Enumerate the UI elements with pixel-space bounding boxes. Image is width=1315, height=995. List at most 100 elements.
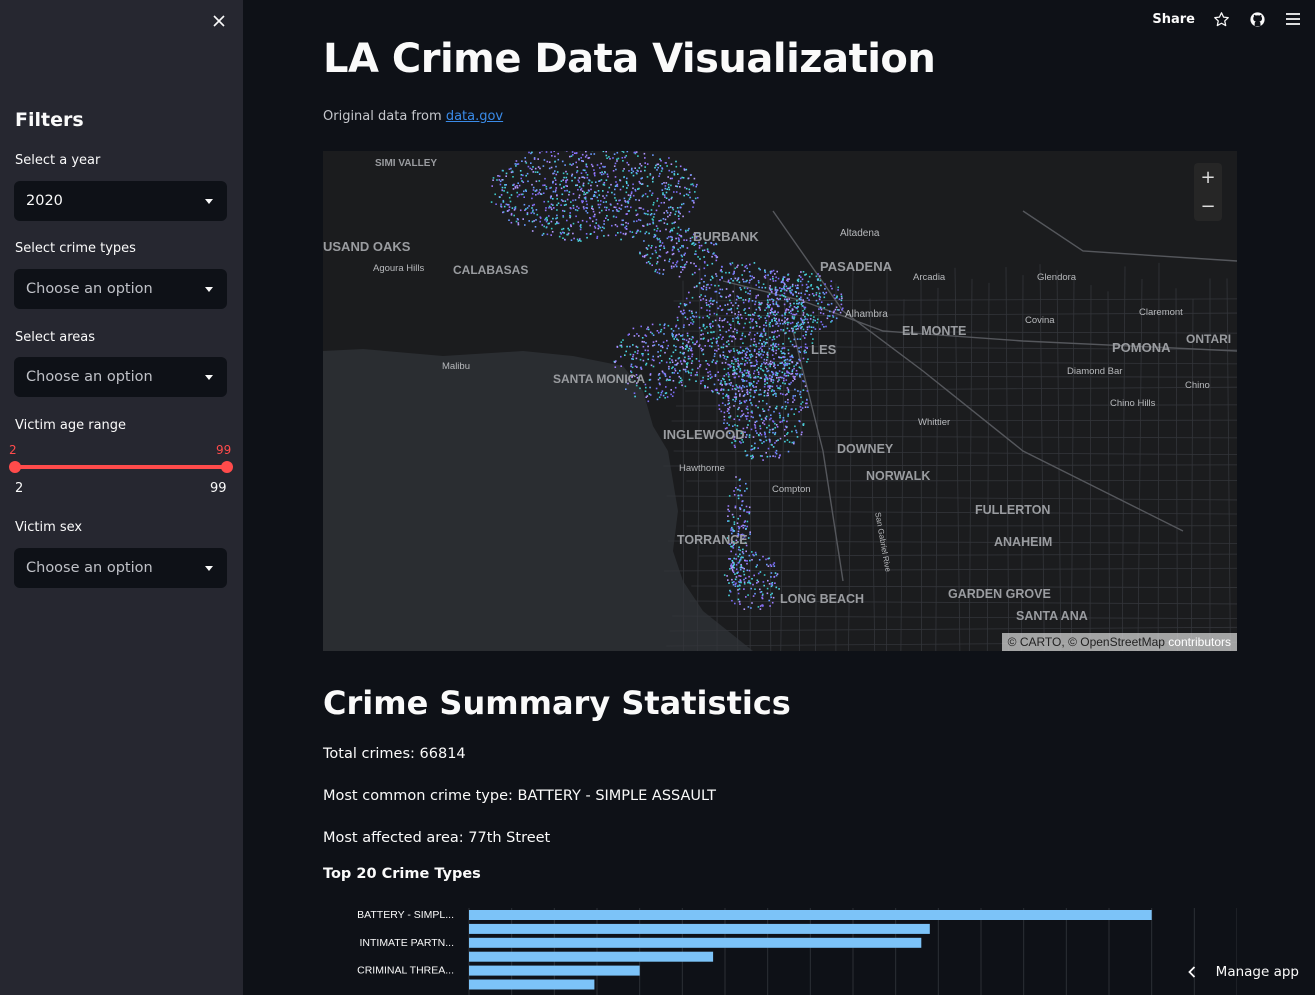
age-slider-track[interactable] bbox=[15, 465, 227, 469]
place-label: CALABASAS bbox=[453, 263, 528, 277]
place-label: ONTARI bbox=[1186, 332, 1231, 346]
top-crime-types-chart: BATTERY - SIMPL... INTIMATE PARTN... CRIMI… bbox=[357, 908, 1237, 995]
bar[interactable] bbox=[469, 965, 640, 976]
zoom-controls: + − bbox=[1194, 163, 1222, 221]
place-label: GARDEN GROVE bbox=[948, 587, 1051, 601]
age-slider-high-handle[interactable] bbox=[221, 461, 233, 473]
source-note: Original data from data.gov bbox=[323, 109, 503, 124]
place-label: San Gabriel Rive bbox=[873, 512, 892, 574]
bar[interactable] bbox=[469, 910, 1152, 920]
zoom-in-button[interactable]: + bbox=[1200, 167, 1216, 188]
close-sidebar-button[interactable] bbox=[209, 11, 229, 31]
chevron-down-icon bbox=[205, 198, 213, 204]
chevron-down-icon bbox=[205, 286, 213, 292]
place-label: BURBANK bbox=[693, 229, 759, 244]
place-label: Hawthorne bbox=[679, 463, 725, 474]
manage-app-label: Manage app bbox=[1215, 964, 1299, 980]
victim-sex-label: Victim sex bbox=[15, 520, 83, 535]
place-label: Chino Hills bbox=[1110, 398, 1156, 409]
filters-heading: Filters bbox=[15, 109, 84, 131]
victim-sex-select[interactable]: Choose an option bbox=[14, 548, 227, 588]
most-affected-area-stat: Most affected area: 77th Street bbox=[323, 830, 551, 846]
star-icon[interactable] bbox=[1211, 9, 1231, 29]
age-high-value: 99 bbox=[216, 443, 232, 457]
chevron-left-icon bbox=[1187, 966, 1195, 978]
victim-sex-placeholder: Choose an option bbox=[26, 560, 153, 576]
age-min-label: 2 bbox=[15, 481, 24, 496]
year-label: Select a year bbox=[15, 153, 101, 168]
place-label: Altadena bbox=[840, 228, 880, 239]
source-prefix: Original data from bbox=[323, 109, 446, 124]
attribution-carto[interactable]: © CARTO bbox=[1007, 635, 1062, 649]
attribution-osm[interactable]: © OpenStreetMap bbox=[1068, 635, 1165, 649]
place-label: Chino bbox=[1185, 380, 1210, 391]
crime-types-label: Select crime types bbox=[15, 241, 136, 256]
source-link[interactable]: data.gov bbox=[445, 109, 504, 124]
areas-label: Select areas bbox=[15, 330, 95, 345]
place-label: Covina bbox=[1025, 315, 1055, 326]
place-label: TORRANCE bbox=[677, 533, 748, 547]
menu-icon[interactable] bbox=[1283, 9, 1303, 29]
place-label: Glendora bbox=[1037, 272, 1077, 283]
chart-title: Top 20 Crime Types bbox=[323, 866, 481, 882]
crime-points bbox=[490, 151, 844, 610]
place-label: Diamond Bar bbox=[1067, 366, 1122, 377]
place-label: PASADENA bbox=[820, 259, 893, 274]
bar[interactable] bbox=[469, 951, 714, 962]
place-label: INGLEWOOD bbox=[663, 427, 745, 442]
age-slider-low-handle[interactable] bbox=[9, 461, 21, 473]
category-label: INTIMATE PARTN... bbox=[359, 937, 454, 949]
ocean-area bbox=[323, 349, 753, 651]
place-label: LES bbox=[811, 342, 837, 357]
year-select[interactable]: 2020 bbox=[14, 181, 227, 221]
total-crimes-stat: Total crimes: 66814 bbox=[323, 746, 466, 762]
page-title: LA Crime Data Visualization bbox=[323, 36, 936, 82]
areas-select[interactable]: Choose an option bbox=[14, 357, 227, 397]
category-label: BATTERY - SIMPL... bbox=[357, 909, 454, 921]
year-value: 2020 bbox=[26, 193, 63, 209]
zoom-out-button[interactable]: − bbox=[1200, 196, 1216, 217]
bar[interactable] bbox=[469, 979, 595, 990]
place-label: Claremont bbox=[1139, 307, 1183, 318]
place-label: SANTA ANA bbox=[1016, 609, 1088, 623]
github-icon[interactable] bbox=[1247, 9, 1267, 29]
attribution-contributors: contributors bbox=[1168, 635, 1231, 649]
place-label: Arcadia bbox=[913, 272, 946, 283]
place-label: DOWNEY bbox=[837, 442, 894, 456]
sidebar: Filters Select a year 2020 Select crime … bbox=[0, 0, 243, 995]
category-label: CRIMINAL THREA... bbox=[357, 965, 454, 977]
place-label: POMONA bbox=[1112, 340, 1171, 355]
place-label: Alhambra bbox=[845, 309, 888, 320]
chevron-down-icon bbox=[205, 374, 213, 380]
place-label: Whittier bbox=[918, 417, 950, 428]
areas-placeholder: Choose an option bbox=[26, 369, 153, 385]
crime-map[interactable]: SIMI VALLEY USAND OAKS Agoura Hills CALABAS… bbox=[323, 151, 1237, 651]
place-label: EL MONTE bbox=[902, 324, 966, 338]
place-label: LONG BEACH bbox=[780, 592, 864, 606]
place-label: Malibu bbox=[442, 361, 470, 372]
bar[interactable] bbox=[469, 937, 922, 948]
place-label: USAND OAKS bbox=[323, 239, 411, 254]
chart-gridlines bbox=[468, 908, 1237, 995]
most-common-crime-stat: Most common crime type: BATTERY - SIMPLE… bbox=[323, 788, 716, 804]
place-label: SIMI VALLEY bbox=[375, 158, 437, 169]
app-toolbar: Share bbox=[1152, 9, 1303, 29]
place-label: Compton bbox=[772, 484, 811, 495]
map-attribution: © CARTO, © OpenStreetMap contributors bbox=[1001, 633, 1237, 651]
place-label: Agoura Hills bbox=[373, 263, 424, 274]
place-label: ANAHEIM bbox=[994, 535, 1052, 549]
age-range-label: Victim age range bbox=[15, 418, 127, 433]
place-label: NORWALK bbox=[866, 469, 930, 483]
share-button[interactable]: Share bbox=[1152, 11, 1195, 27]
manage-app-button[interactable]: Manage app bbox=[1187, 964, 1299, 980]
map-canvas: SIMI VALLEY USAND OAKS Agoura Hills CALABAS… bbox=[323, 151, 1237, 651]
place-label: FULLERTON bbox=[975, 503, 1050, 517]
crime-types-select[interactable]: Choose an option bbox=[14, 269, 227, 309]
age-low-value: 2 bbox=[9, 443, 17, 457]
road-network bbox=[663, 262, 1237, 651]
age-max-label: 99 bbox=[210, 481, 227, 496]
stats-heading: Crime Summary Statistics bbox=[323, 684, 791, 722]
bar[interactable] bbox=[469, 923, 930, 934]
place-label: SANTA MONICA bbox=[553, 372, 645, 386]
chevron-down-icon bbox=[205, 565, 213, 571]
